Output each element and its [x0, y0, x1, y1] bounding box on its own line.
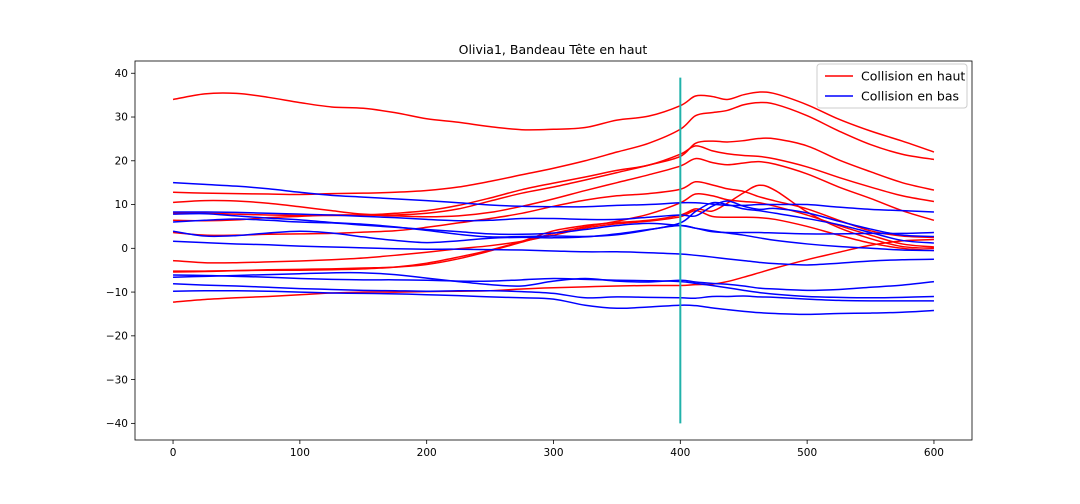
y-tick-label: 10: [115, 199, 128, 211]
series-line-8: [172, 209, 935, 264]
plot-area: 0 100 200 300 400 500 600 −40 −30 −20 −10 0 10 20 30 40: [106, 60, 973, 459]
y-tick-label: −20: [106, 331, 128, 343]
series-line-11: [173, 181, 934, 213]
series-line-16: [173, 240, 934, 266]
y-tick-label: 0: [121, 243, 128, 255]
series-line-15: [172, 224, 934, 252]
x-tick-label: 200: [417, 447, 437, 459]
series-line-9: [173, 184, 934, 272]
x-tick-label: 0: [170, 447, 177, 459]
legend-label-1: Collision en haut: [861, 69, 965, 84]
series-line-1: [172, 91, 935, 153]
chart-title: Olivia1, Bandeau Tête en haut: [459, 42, 648, 57]
legend: Collision en haut Collision en bas: [816, 63, 968, 109]
series-line-18: [173, 271, 935, 292]
legend-box: [816, 63, 968, 109]
x-tick-label: 100: [290, 447, 310, 459]
series-line-12: [173, 200, 934, 238]
y-tick-label: −30: [106, 374, 128, 386]
series-line-19: [173, 283, 934, 302]
x-tick-label: 400: [670, 447, 690, 459]
y-tick-label: 30: [115, 112, 128, 124]
legend-label-2: Collision en bas: [861, 89, 959, 104]
x-tick-label: 300: [543, 447, 563, 459]
x-tick-label: 500: [797, 447, 817, 459]
series-line-20: [173, 289, 934, 316]
series-line-14: [173, 218, 934, 236]
series-line-5: [173, 157, 935, 222]
x-tick-label: 600: [924, 447, 944, 459]
y-tick-label: 40: [115, 68, 128, 80]
y-tick-label: −40: [106, 418, 128, 430]
y-tick-label: 20: [115, 155, 128, 167]
y-tick-label: −10: [106, 287, 128, 299]
series-line-3: [173, 137, 935, 216]
